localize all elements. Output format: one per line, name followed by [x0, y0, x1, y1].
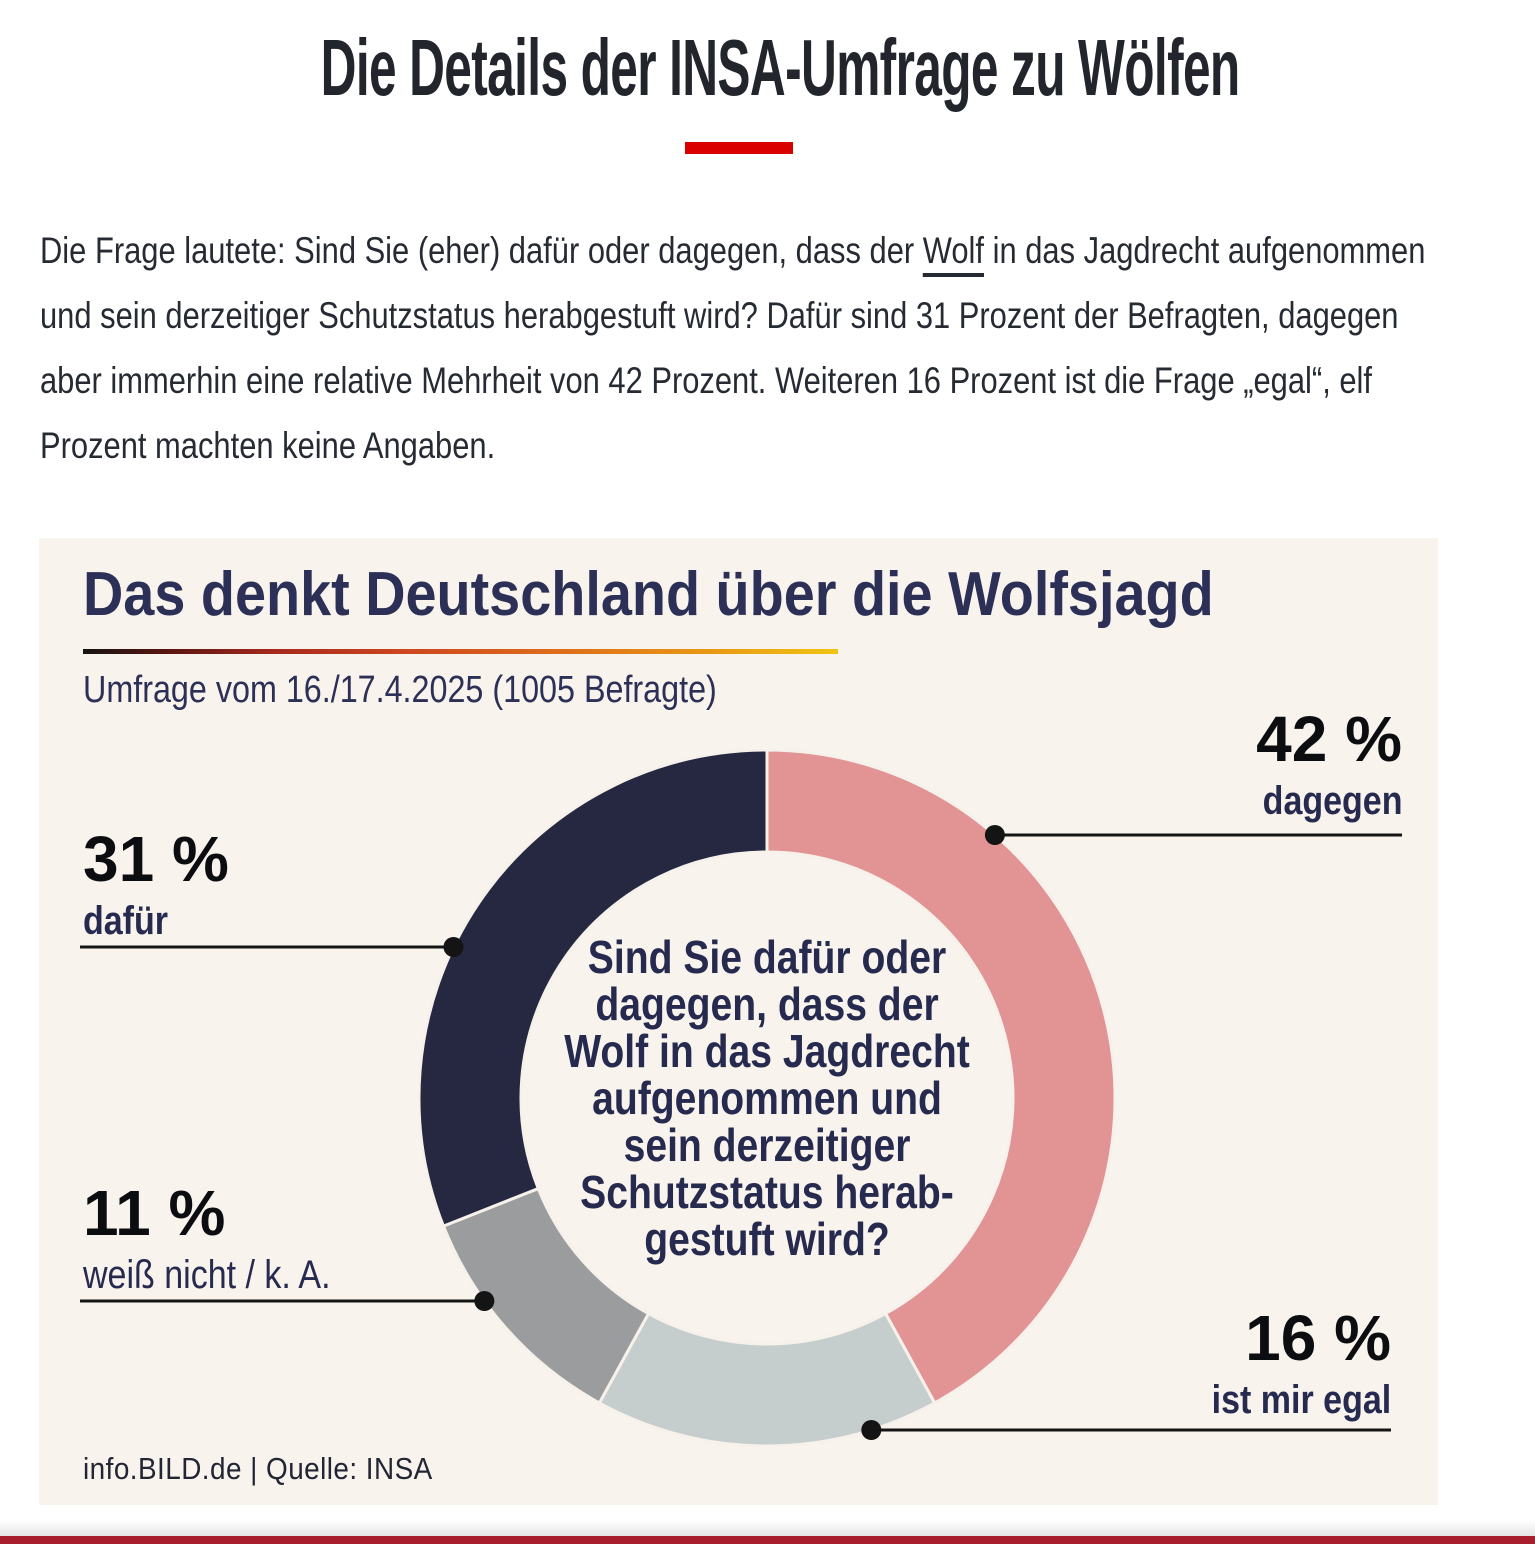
center-question-line: Schutzstatus herab- [580, 1165, 954, 1218]
bottom-shadow [0, 1520, 1535, 1536]
chart-subtitle-text: Umfrage vom 16./17.4.2025 (1005 Befragte… [83, 669, 717, 711]
callout-dot [861, 1420, 882, 1440]
center-question-line: sein derzeitiger [623, 1118, 911, 1171]
callout-dot [443, 937, 464, 957]
donut-segment-ist-mir-egal [597, 1311, 937, 1448]
headline-accent-bar [684, 142, 793, 154]
center-question-line: aufgenommen und [592, 1071, 942, 1124]
segment-label: 31 % dafür [83, 827, 229, 943]
donut-center-question: Sind Sie dafür oder dagegen, dass der Wolf… [546, 930, 988, 1266]
callout-dot [984, 825, 1005, 845]
intro-paragraph-text: Die Frage lautete: Sind Sie (eher) dafür… [40, 218, 1443, 478]
infographic-card: Das denkt Deutschland über die Wolfsjagd… [39, 538, 1438, 1505]
intro-text-before-link: Die Frage lautete: Sind Sie (eher) dafür… [40, 230, 923, 271]
source-credit-text: info.BILD.de | Quelle: INSA [83, 1451, 433, 1486]
page-title-text: Die Details der INSA-Umfrage zu Wölfen [320, 23, 1241, 112]
donut-segment-dagegen [765, 748, 1117, 1405]
segment-value: 42 % [1256, 703, 1402, 775]
segment-value: 16 % [1245, 1302, 1391, 1374]
wolf-link[interactable]: Wolf [922, 230, 985, 271]
segment-value: 11 % [83, 1177, 226, 1249]
intro-text-after-link: in das Jagdrecht aufgenommen und sein de… [40, 230, 1426, 466]
chart-subtitle: Umfrage vom 16./17.4.2025 (1005 Befragte… [83, 669, 829, 712]
bottom-red-line [0, 1536, 1535, 1544]
callout-dot [474, 1291, 495, 1311]
segment-value: 31 % [83, 823, 229, 895]
intro-paragraph: Die Frage lautete: Sind Sie (eher) dafür… [40, 218, 1439, 478]
source-credit: info.BILD.de | Quelle: INSA [83, 1451, 472, 1487]
segment-label: 16 % ist mir egal [1180, 1306, 1391, 1422]
center-question-line: dagegen, dass der [595, 977, 939, 1030]
center-question-line: gestuft wird? [644, 1212, 890, 1265]
segment-category: dafür [83, 899, 168, 943]
center-question-line: Sind Sie dafür oder [587, 930, 947, 983]
content-column: Die Details der INSA-Umfrage zu Wölfen D… [39, 0, 1438, 1544]
segment-category: dagegen [1262, 779, 1402, 823]
segment-label: 42 % dagegen [1238, 707, 1402, 823]
segment-category: weiß nicht / k. A. [83, 1253, 331, 1297]
flag-gradient-line [83, 649, 838, 654]
donut-segment-dafür [417, 748, 769, 1229]
donut-chart [80, 748, 1402, 1448]
segment-category: ist mir egal [1211, 1378, 1391, 1422]
chart-title-text: Das denkt Deutschland über die Wolfsjagd [83, 560, 1214, 629]
segment-label: 11 % weiß nicht / k. A. [83, 1181, 374, 1297]
chart-title: Das denkt Deutschland über die Wolfsjagd [83, 562, 1339, 627]
center-question-line: Wolf in das Jagdrecht [564, 1024, 970, 1077]
page-title: Die Details der INSA-Umfrage zu Wölfen [39, 22, 1438, 114]
